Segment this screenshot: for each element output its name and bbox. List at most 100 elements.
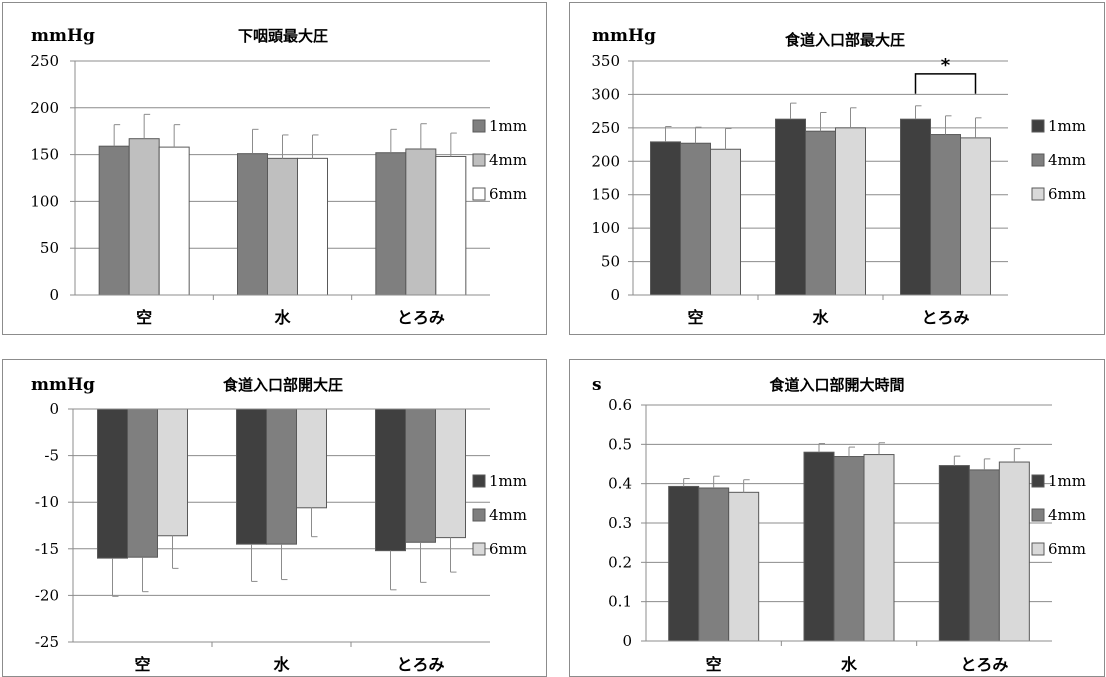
legend-swatch [472,153,486,167]
category-label: 水 [273,655,290,674]
bar [375,152,407,296]
y-tick-label: -15 [35,540,59,558]
legend-swatch [472,474,486,488]
legend-swatch [472,508,486,522]
y-unit-label: mmHg [31,375,95,395]
y-tick-label: -10 [35,493,59,511]
y-tick-label: 0.6 [608,396,632,414]
legend-label: 6mm [1048,185,1086,203]
bar [680,142,711,296]
legend-label: 1mm [489,117,527,135]
y-tick-label: 0.4 [608,475,632,493]
bar [405,148,437,296]
bar [158,146,190,296]
chart-title: 食道入口部開大圧 [223,376,343,394]
bar [296,408,327,509]
y-tick-label: -25 [35,633,59,651]
y-tick-label: 50 [40,239,59,257]
chart-title: 食道入口部開大時間 [769,376,904,394]
bar [405,408,436,543]
chart-panel-ues-max-pressure: 0 50 100 150 200 250 300 350 mmHg 食道入口部最大圧空 水 とろみ 1m… [569,2,1105,335]
bar [900,118,931,296]
category-label: とろみ [397,308,445,327]
legend-label: 1mm [1048,117,1086,135]
bar [97,408,128,559]
legend-swatch [472,542,486,556]
bar [266,408,297,545]
legend-label: 4mm [489,151,527,169]
y-tick-label: 350 [591,52,620,70]
legend-label: 1mm [489,472,527,490]
y-tick-label: 100 [30,192,59,210]
legend-label: 1mm [1048,472,1086,490]
y-tick-label: 0 [610,286,620,304]
chart-title: 食道入口部最大圧 [785,31,905,49]
legend-swatch [1031,542,1045,556]
bar [930,134,961,296]
bar [267,157,298,296]
chart-title: 下咽頭最大圧 [238,27,328,45]
y-tick-label: 0.5 [608,435,632,453]
y-unit-label: mmHg [592,26,656,46]
bar [668,485,700,642]
y-tick-label: 150 [30,146,59,164]
bar [435,408,466,539]
y-tick-label: 200 [30,99,59,117]
bar [833,456,865,642]
category-label: 空 [134,655,150,674]
bar [968,469,1000,642]
y-tick-label: 0 [622,632,632,650]
bar [728,491,760,642]
y-tick-label: 0.2 [608,553,632,571]
category-label: 空 [136,308,152,327]
y-tick-label: -5 [44,447,59,465]
bar [435,155,467,296]
chart-panel-ues-opening-time: 0 0.1 0.2 0.3 0.4 0.5 0.6 s 食道入口部開大時間空 水 とろみ 1mm 4mm… [569,359,1105,677]
legend-swatch [1031,508,1045,522]
bar [698,487,730,642]
legend-swatch [1031,119,1045,133]
y-unit-label: s [592,375,602,395]
bar [236,408,267,545]
bar [98,145,130,296]
legend-label: 4mm [1048,506,1086,524]
legend-label: 6mm [489,540,527,558]
chart-panel-hypopharynx-max-pressure: 0 50 100 150 200 250 mmHg 下咽頭最大圧空 水 とろみ 1mm 4mm 6mm [2,2,547,335]
legend-label: 4mm [1048,151,1086,169]
bar [938,465,970,642]
y-tick-label: 100 [591,219,620,237]
bar [157,408,188,537]
y-tick-label: 150 [591,186,620,204]
category-label: とろみ [921,308,969,327]
legend-swatch [1031,153,1045,167]
bar [127,408,158,558]
bar [710,148,741,296]
y-tick-label: -20 [35,586,59,604]
y-tick-label: 0 [49,286,59,304]
bar [297,157,328,296]
y-unit-label: mmHg [31,26,95,46]
y-tick-label: 0 [49,400,59,418]
y-tick-label: 0.3 [608,514,632,532]
y-tick-label: 0.1 [608,593,632,611]
legend-label: 4mm [489,506,527,524]
bar [835,127,866,296]
bar [803,451,835,642]
bar [805,130,836,296]
bar [775,118,806,296]
legend-swatch [472,119,486,133]
y-tick-label: 50 [601,253,620,271]
y-tick-label: 250 [30,52,59,70]
bar [650,141,681,296]
y-tick-label: 250 [591,119,620,137]
category-label: とろみ [396,655,444,674]
category-label: 空 [706,655,722,674]
category-label: 水 [841,655,858,674]
category-label: 空 [687,308,703,327]
bar [863,454,895,642]
category-label: とろみ [960,655,1008,674]
significance-bracket [914,73,977,94]
